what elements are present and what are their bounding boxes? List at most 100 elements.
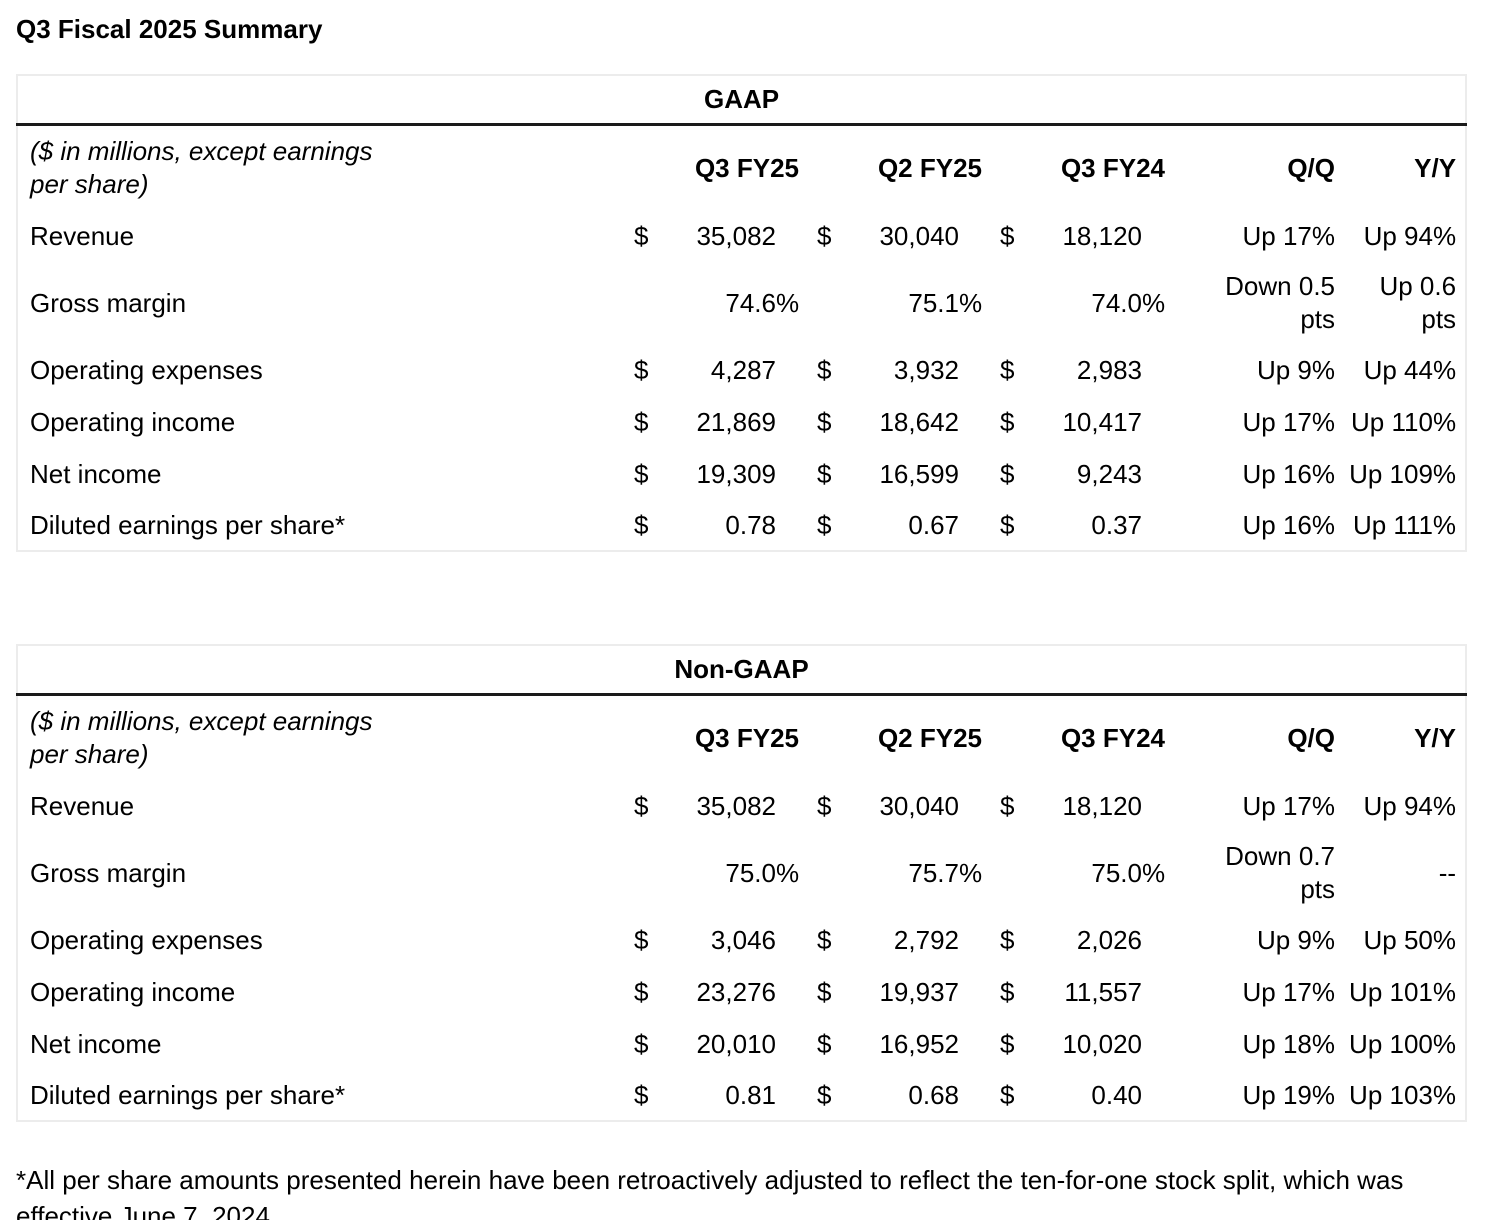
column-header-row: ($ in millions, except earnings per shar… [17,695,1466,781]
row-label: Revenue [30,220,135,251]
value-q2fy25: 30,040 [879,790,959,821]
currency-symbol: $ [634,1028,649,1059]
value-q2fy25: 0.68 [908,1079,959,1110]
percent-sign [1142,448,1178,500]
currency-symbol: $ [1000,1028,1015,1059]
yy-change: Up 94% [1363,790,1457,821]
table-row-diluted-eps: Diluted earnings per share* $ 0.78 $ 0.6… [17,500,1466,551]
qq-change: Up 19% [1242,1079,1336,1110]
percent-sign [776,780,812,832]
yy-change: Up 111% [1352,509,1457,540]
unit-note: ($ in millions, except earnings per shar… [30,136,373,199]
qq-change: Up 17% [1242,790,1336,821]
currency-symbol: $ [1000,458,1015,489]
column-header-qq: Q/Q [1287,722,1335,753]
percent-sign [1142,1070,1178,1121]
value-q3fy24: 11,557 [1064,976,1142,1007]
row-label: Diluted earnings per share* [30,509,346,540]
table-heading-gaap: GAAP [17,75,1467,126]
percent-sign [776,914,812,966]
table-row-operating-expenses: Operating expenses $ 3,046 $ 2,792 $ 2,0… [17,914,1466,966]
value-q3fy24: 75.0 [1091,857,1142,888]
percent-sign [1142,1018,1178,1070]
value-q3fy25: 75.0 [725,857,776,888]
percent-sign [776,396,812,448]
value-q2fy25: 75.7 [908,857,959,888]
percent-sign [1142,344,1178,396]
row-label: Operating expenses [30,924,263,955]
currency-symbol [812,262,851,344]
percent-sign: % [1142,857,1166,888]
value-q3fy25: 35,082 [696,220,776,251]
value-q3fy24: 74.0 [1091,287,1142,318]
percent-sign [959,210,995,262]
percent-sign [959,914,995,966]
currency-symbol: $ [634,458,649,489]
table-row-operating-income: Operating income $ 21,869 $ 18,642 $ 10,… [17,396,1466,448]
row-label: Gross margin [30,287,187,318]
table-heading-row: Non-GAAP [17,645,1467,696]
row-label: Operating income [30,406,236,437]
row-label: Gross margin [30,857,187,888]
table-heading-row: GAAP [17,75,1467,126]
row-label: Operating expenses [30,354,263,385]
currency-symbol: $ [1000,406,1015,437]
page-title: Q3 Fiscal 2025 Summary [16,14,323,44]
table-row-revenue: Revenue $ 35,082 $ 30,040 $ 18,120 Up 17… [17,210,1466,262]
percent-sign [1142,500,1178,551]
row-label: Diluted earnings per share* [30,1079,346,1110]
currency-symbol [995,832,1034,914]
row-label: Operating income [30,976,236,1007]
value-q3fy24: 18,120 [1062,220,1142,251]
currency-symbol: $ [1000,509,1015,540]
currency-symbol: $ [817,790,832,821]
yy-change: Up 100% [1349,1028,1457,1059]
yy-change: Up 94% [1363,220,1457,251]
yy-change: Up 0.6 pts [1379,271,1457,334]
percent-sign [1142,210,1178,262]
qq-change: Up 17% [1242,220,1336,251]
currency-symbol: $ [817,458,832,489]
table-heading-non-gaap: Non-GAAP [17,645,1467,696]
table-row-net-income: Net income $ 19,309 $ 16,599 $ 9,243 Up … [17,448,1466,500]
value-q3fy25: 35,082 [696,790,776,821]
percent-sign [959,1070,995,1121]
yy-change: Up 110% [1351,406,1457,437]
value-q3fy25: 19,309 [696,458,776,489]
currency-symbol: $ [634,220,649,251]
value-q2fy25: 16,952 [879,1028,959,1059]
currency-symbol: $ [1000,976,1015,1007]
table-row-gross-margin: Gross margin 75.0 % 75.7 % 75.0 % Down 0… [17,832,1466,914]
value-q3fy25: 20,010 [696,1028,776,1059]
percent-sign [1142,966,1178,1018]
percent-sign [959,448,995,500]
value-q3fy24: 2,026 [1076,924,1142,955]
percent-sign [959,396,995,448]
value-q2fy25: 0.67 [908,509,959,540]
column-header-q2fy25: Q2 FY25 [877,722,982,753]
value-q3fy24: 10,020 [1062,1028,1142,1059]
percent-sign [776,344,812,396]
table-row-diluted-eps: Diluted earnings per share* $ 0.81 $ 0.6… [17,1070,1466,1121]
currency-symbol: $ [634,790,649,821]
value-q3fy25: 3,046 [710,924,776,955]
column-header-q3fy24: Q3 FY24 [1060,152,1165,183]
percent-sign [1142,780,1178,832]
yy-change: Up 50% [1363,924,1457,955]
currency-symbol: $ [634,924,649,955]
value-q3fy25: 4,287 [710,354,776,385]
column-header-q3fy25: Q3 FY25 [694,152,799,183]
currency-symbol: $ [634,1079,649,1110]
currency-symbol: $ [1000,1079,1015,1110]
currency-symbol: $ [817,976,832,1007]
percent-sign [776,966,812,1018]
percent-sign [1142,914,1178,966]
gaap-summary-table: GAAP ($ in millions, except earnings per… [16,74,1468,552]
table-row-net-income: Net income $ 20,010 $ 16,952 $ 10,020 Up… [17,1018,1466,1070]
value-q2fy25: 2,792 [893,924,959,955]
non-gaap-summary-table: Non-GAAP ($ in millions, except earnings… [16,644,1468,1122]
column-header-q3fy24: Q3 FY24 [1060,722,1165,753]
currency-symbol: $ [634,354,649,385]
currency-symbol: $ [817,1079,832,1110]
